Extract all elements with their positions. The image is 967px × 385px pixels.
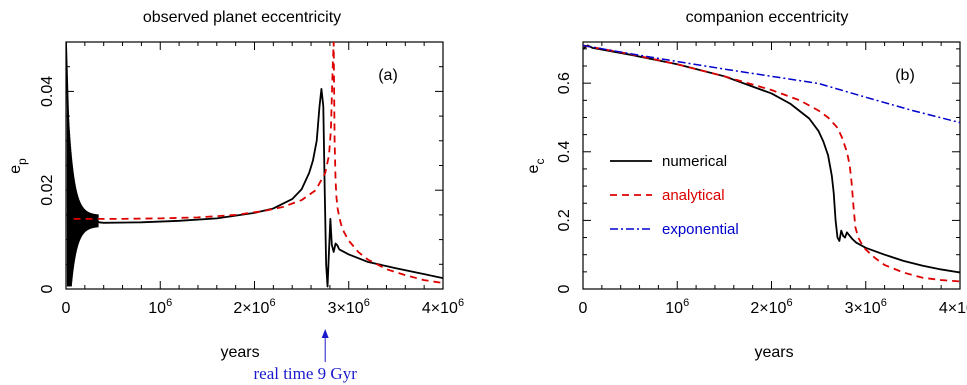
panel-b-y-tick-label: 0.6 <box>556 72 573 94</box>
panel-a-x-tick-mantissa: 10 <box>148 300 166 317</box>
panel-a-data <box>66 42 443 288</box>
panel-b-x-axis-label: years <box>754 344 793 361</box>
panel-a-x-tick-mantissa: 3×10 <box>328 300 364 317</box>
panel-b-x-tick-label: 2×106 <box>750 297 792 317</box>
panel-b-series-exponential <box>583 44 960 124</box>
panel-b-x-tick-exponent: 6 <box>881 297 887 309</box>
panel-a-x-tick-label: 2×106 <box>233 297 275 317</box>
panel-a-x-tick-exponent: 6 <box>166 297 172 309</box>
panel-b-y-tick-label: 0.4 <box>556 141 573 163</box>
panel-a-x-tick-mantissa: 0 <box>62 300 71 317</box>
panel-b-x-tick-mantissa: 0 <box>579 300 588 317</box>
panel-b-x-tick-label: 106 <box>665 297 689 317</box>
panel-a-y-axis-label-main: e <box>7 165 24 174</box>
panel-b-series-analytical <box>583 44 960 283</box>
panel-a-series-numerical-oscillation <box>66 96 99 287</box>
panel-b-x-tick-label: 3×106 <box>845 297 887 317</box>
panel-b-x-tick-mantissa: 10 <box>665 300 683 317</box>
panel-a-series-numerical <box>66 42 443 288</box>
panel-a-series-analytical <box>73 42 443 284</box>
panel-a-title: observed planet eccentricity <box>143 9 341 26</box>
panel-a-x-tick-exponent: 6 <box>458 297 464 309</box>
panel-a-y-tick-label: 0.02 <box>39 175 56 206</box>
panel-b-y-axis-label: ec <box>525 159 547 174</box>
panel-a-x-tick-exponent: 6 <box>269 297 275 309</box>
panel-b-legend-label-exponential: exponential <box>662 221 739 238</box>
panel-b-legend-label-numerical: numerical <box>662 153 727 170</box>
panel-a-x-tick-label: 0 <box>62 300 71 317</box>
panel-a-annotation-arrow-head <box>321 329 329 338</box>
panel-a-panel-label: (a) <box>378 67 398 84</box>
panel-b-x-tick-mantissa: 3×10 <box>845 300 881 317</box>
panel-b-x-tick-mantissa: 4×10 <box>939 300 967 317</box>
panel-b-x-tick-exponent: 6 <box>683 297 689 309</box>
panel-a-x-tick-mantissa: 2×10 <box>233 300 269 317</box>
panel-b-y-tick-label: 0.2 <box>556 209 573 231</box>
panel-a-x-tick-mantissa: 4×10 <box>422 300 458 317</box>
panel-b-y-tick-label: 0 <box>556 284 573 293</box>
panel-a-x-axis-label: years <box>220 344 259 361</box>
panel-b-title: companion eccentricity <box>686 9 849 26</box>
panel-a-y-axis-label-sub: p <box>15 158 29 165</box>
panel-b-x-tick-label: 0 <box>579 300 588 317</box>
panel-a-x-tick-label: 106 <box>148 297 172 317</box>
panel-b-x-tick-exponent: 6 <box>786 297 792 309</box>
panel-a-x-tick-exponent: 6 <box>364 297 370 309</box>
panel-b-panel-label: (b) <box>895 67 915 84</box>
panel-a-x-tick-label: 4×106 <box>422 297 464 317</box>
panel-b-y-axis-label-sub: c <box>533 159 547 165</box>
panel-a-x-tick-label: 3×106 <box>328 297 370 317</box>
panel-b-y-axis-label-main: e <box>525 164 542 173</box>
panel-b-x-tick-label: 4×106 <box>939 297 967 317</box>
panel-a-y-tick-label: 0.04 <box>39 76 56 107</box>
panel-b-x-tick-mantissa: 2×10 <box>750 300 786 317</box>
panel-a-y-tick-label: 0 <box>39 284 56 293</box>
panel-a-y-axis-label: ep <box>7 158 29 174</box>
panel-b-legend-label-analytical: analytical <box>662 187 725 204</box>
panel-b-data <box>583 44 960 283</box>
panel-a-annotation-text: real time 9 Gyr <box>253 364 357 383</box>
